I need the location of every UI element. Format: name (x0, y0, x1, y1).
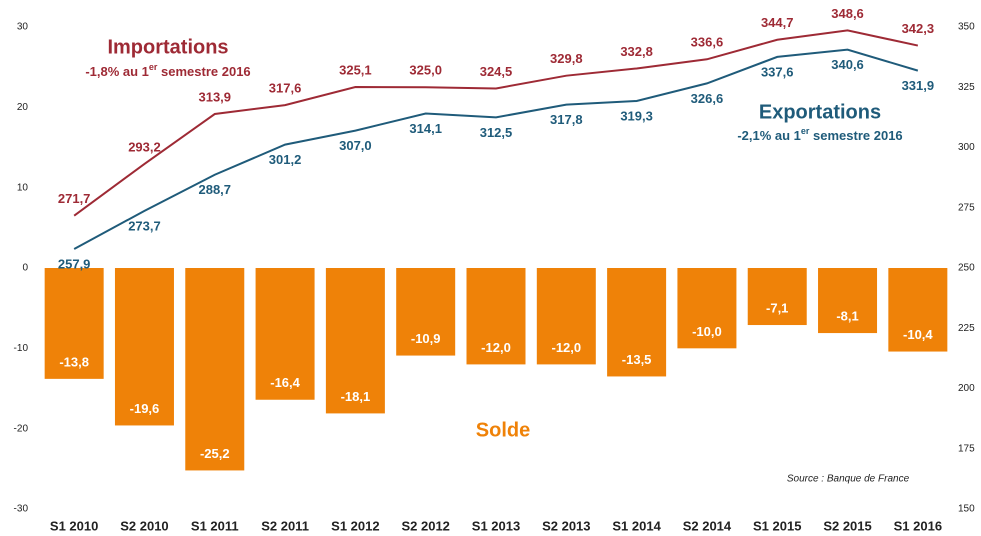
bar (255, 268, 315, 400)
source: Source : Banque de France (787, 474, 910, 485)
value-label: 337,6 (761, 64, 794, 79)
line (73, 29, 919, 217)
value-label: 340,6 (831, 57, 864, 72)
bar (396, 268, 456, 356)
value-label: 314,1 (409, 121, 442, 136)
value-label: -13,5 (622, 352, 652, 367)
y2-tick-label: 250 (958, 263, 975, 274)
y2-tick-label: 175 (958, 443, 975, 454)
annotation: -1,8% au 1er semestre 2016 (85, 62, 250, 79)
value-label: -10,9 (411, 331, 441, 346)
x-tick-label: S1 2015 (753, 518, 801, 533)
x-tick-label: S2 2010 (120, 518, 168, 533)
y-tick-label: 10 (17, 182, 29, 193)
value-label: 348,6 (831, 6, 864, 21)
y-tick-label: 20 (17, 102, 29, 113)
value-label: -19,6 (130, 401, 160, 416)
x-tick-label: S2 2011 (261, 518, 309, 533)
x-tick-label: S2 2014 (683, 518, 732, 533)
value-label: 317,6 (269, 81, 302, 96)
value-label: 326,6 (691, 91, 724, 106)
x-tick-label: S1 2010 (50, 518, 98, 533)
value-label: 257,9 (58, 256, 91, 271)
value-label: 273,7 (128, 218, 161, 233)
value-label: 325,0 (409, 63, 442, 78)
y-tick-label: -30 (14, 504, 29, 515)
y2-tick-label: 350 (958, 22, 975, 33)
value-label: -8,1 (836, 309, 858, 324)
value-label: 332,8 (620, 44, 653, 59)
value-label: 336,6 (691, 35, 724, 50)
value-label: 312,5 (480, 125, 513, 140)
x-tick-label: S2 2013 (542, 518, 590, 533)
annotation: -2,1% au 1er semestre 2016 (737, 126, 902, 143)
value-label: -10,0 (692, 324, 722, 339)
value-label: -12,0 (481, 340, 511, 355)
series-title: Exportations (759, 101, 881, 123)
value-label: -13,8 (59, 354, 89, 369)
bar (818, 268, 878, 334)
series-title: Solde (476, 419, 530, 441)
bar (466, 268, 526, 365)
value-label: -16,4 (270, 375, 300, 390)
bar (888, 268, 948, 352)
value-label: 324,5 (480, 64, 513, 79)
x-tick-label: S2 2012 (401, 518, 449, 533)
value-label: 342,3 (902, 21, 935, 36)
series-title: Importations (107, 36, 228, 58)
y-tick-label: 0 (22, 263, 28, 274)
value-label: -18,1 (341, 389, 371, 404)
bar (607, 268, 667, 377)
value-label: 271,7 (58, 191, 91, 206)
bar (677, 268, 737, 349)
value-label: 325,1 (339, 62, 372, 77)
y-tick-label: -20 (14, 423, 29, 434)
x-tick-label: S1 2013 (472, 518, 520, 533)
value-label: -7,1 (766, 300, 788, 315)
x-tick-label: S1 2011 (191, 518, 239, 533)
y-tick-label: 30 (17, 22, 29, 33)
value-label: -25,2 (200, 446, 230, 461)
bar (114, 268, 174, 426)
value-label: 288,7 (198, 182, 231, 197)
value-label: 331,9 (902, 78, 935, 93)
x-tick-label: S1 2012 (331, 518, 379, 533)
bar (536, 268, 596, 365)
y2-tick-label: 325 (958, 82, 975, 93)
y2-tick-label: 300 (958, 142, 975, 153)
x-tick-label: S2 2015 (823, 518, 871, 533)
line (73, 48, 919, 250)
x-tick-label: S1 2014 (612, 518, 661, 533)
value-label: 301,2 (269, 152, 302, 167)
y2-tick-label: 225 (958, 323, 975, 334)
value-label: 329,8 (550, 51, 583, 66)
y2-tick-label: 150 (958, 504, 975, 515)
y2-tick-label: 275 (958, 202, 975, 213)
x-tick-label: S1 2016 (894, 518, 942, 533)
y2-tick-label: 200 (958, 383, 975, 394)
bar (325, 268, 385, 414)
value-label: 293,2 (128, 139, 161, 154)
value-label: 319,3 (620, 108, 653, 123)
bar (747, 268, 807, 326)
value-label: 313,9 (198, 89, 231, 104)
value-label: 317,8 (550, 112, 583, 127)
value-label: 344,7 (761, 15, 794, 30)
bar (44, 268, 104, 379)
y-tick-label: -10 (14, 343, 29, 354)
value-label: -12,0 (551, 340, 581, 355)
value-label: 307,0 (339, 138, 372, 153)
bar (185, 268, 245, 471)
value-label: -10,4 (903, 327, 933, 342)
